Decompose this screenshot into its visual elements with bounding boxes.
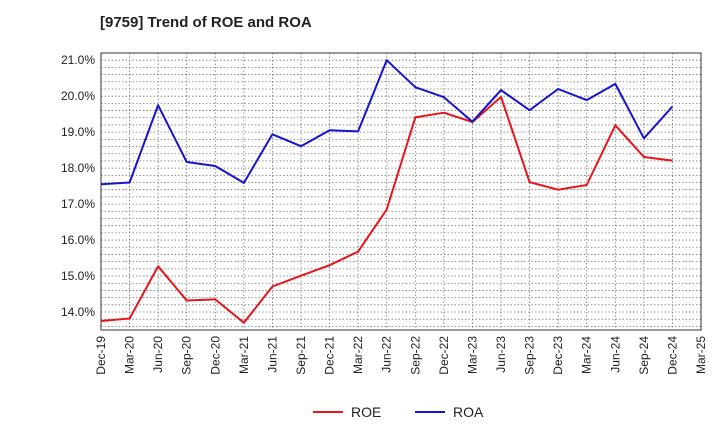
legend-label-roe: ROE — [351, 404, 381, 420]
x-tick-label: Mar-20 — [123, 336, 137, 374]
x-tick-label: Mar-25 — [694, 336, 708, 374]
y-tick-label: 14.0% — [61, 305, 95, 319]
x-tick-label: Sep-23 — [523, 336, 537, 375]
x-tick-label: Dec-22 — [437, 336, 451, 375]
y-tick-label: 16.0% — [61, 233, 95, 247]
x-tick-label: Mar-21 — [237, 336, 251, 374]
y-tick-label: 20.0% — [61, 89, 95, 103]
plot-border — [100, 52, 702, 331]
y-tick-label: 19.0% — [61, 125, 95, 139]
y-tick-label: 21.0% — [61, 53, 95, 67]
x-tick-label: Sep-20 — [180, 336, 194, 375]
x-tick-label: Dec-19 — [94, 336, 108, 375]
series-line-roe — [100, 95, 673, 324]
x-tick-label: Mar-23 — [465, 336, 479, 374]
x-tick-label: Sep-22 — [408, 336, 422, 375]
x-tick-label: Jun-24 — [608, 336, 622, 373]
x-tick-label: Sep-24 — [637, 336, 651, 375]
x-tick-label: Jun-21 — [265, 336, 279, 373]
x-tick-label: Dec-21 — [323, 336, 337, 375]
x-tick-label: Sep-21 — [294, 336, 308, 375]
series-line-roa — [100, 59, 674, 186]
x-tick-label: Jun-22 — [380, 336, 394, 373]
x-tick-label: Mar-24 — [580, 336, 594, 374]
x-tick-label: Dec-20 — [208, 336, 222, 375]
legend-label-roa: ROA — [453, 404, 484, 420]
y-tick-label: 15.0% — [61, 269, 95, 283]
chart-title: [9759] Trend of ROE and ROA — [100, 14, 312, 31]
x-tick-label: Mar-22 — [351, 336, 365, 374]
x-tick-label: Dec-23 — [551, 336, 565, 375]
x-tick-label: Jun-23 — [494, 336, 508, 373]
y-tick-label: 17.0% — [61, 197, 95, 211]
x-tick-label: Dec-24 — [665, 336, 679, 375]
y-tick-label: 18.0% — [61, 161, 95, 175]
plot-area — [101, 53, 701, 330]
x-tick-label: Jun-20 — [151, 336, 165, 373]
